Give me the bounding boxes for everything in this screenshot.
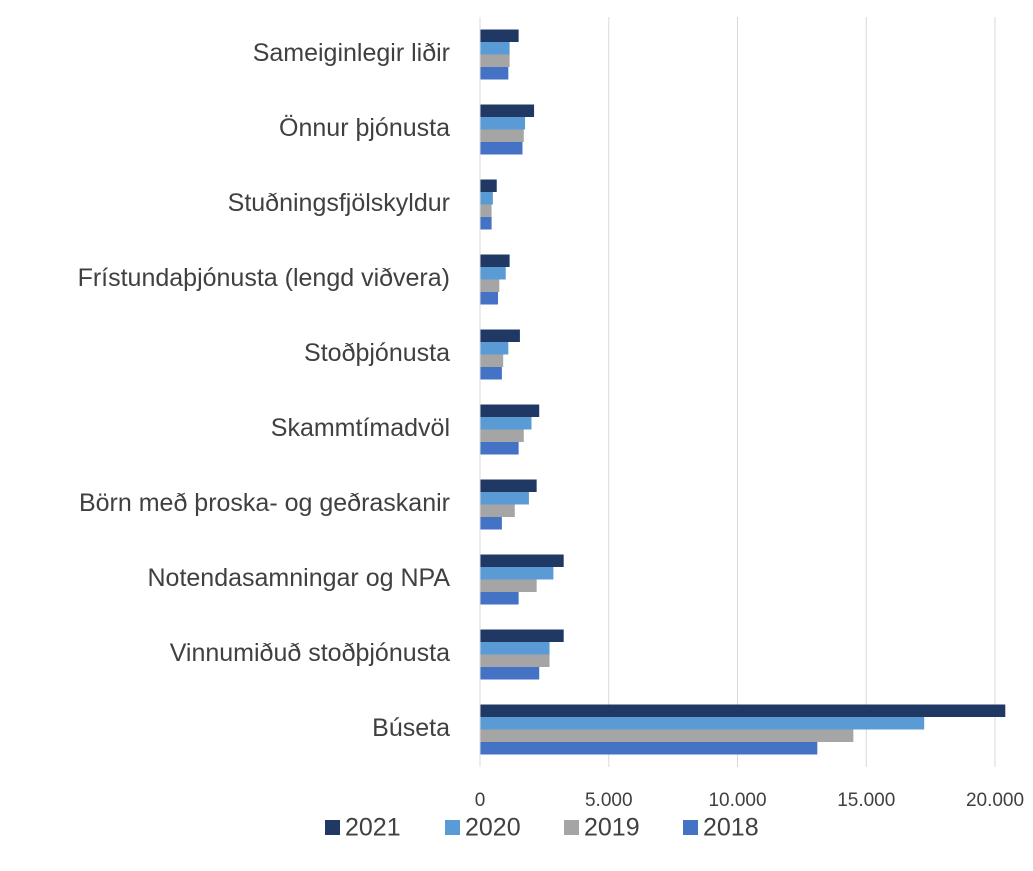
legend-swatch <box>564 820 579 835</box>
bar <box>480 704 1006 717</box>
bar <box>480 29 519 42</box>
bar <box>480 342 509 355</box>
bar <box>480 642 550 655</box>
y-tick-label: Sameiginlegir liðir <box>253 39 450 67</box>
bar <box>480 67 509 80</box>
bar <box>480 117 526 130</box>
bar <box>480 54 510 67</box>
bar <box>480 417 532 430</box>
bar <box>480 579 537 592</box>
bar <box>480 217 492 230</box>
y-tick-label: Búseta <box>372 714 450 742</box>
bar <box>480 179 497 192</box>
y-tick-label: Börn með þroska- og geðraskanir <box>79 489 450 517</box>
x-tick-label: 20.000 <box>966 790 1024 811</box>
bar <box>480 267 506 280</box>
bar <box>480 742 818 755</box>
bar <box>480 104 535 117</box>
x-tick-label: 15.000 <box>837 790 895 811</box>
bar <box>480 442 519 455</box>
bar <box>480 567 554 580</box>
y-tick-label: Stoðþjónusta <box>304 339 450 367</box>
bar <box>480 42 510 55</box>
y-tick-label: Notendasamningar og NPA <box>148 564 451 592</box>
bar <box>480 292 499 305</box>
bar <box>480 504 515 517</box>
bar <box>480 329 520 342</box>
bar <box>480 729 854 742</box>
bar <box>480 629 564 642</box>
bar <box>480 142 523 155</box>
y-tick-label: Stuðningsfjölskyldur <box>228 189 450 217</box>
bar <box>480 354 504 367</box>
bar <box>480 404 540 417</box>
legend-swatch <box>325 820 340 835</box>
bar <box>480 592 519 605</box>
bar <box>480 654 550 667</box>
bar <box>480 254 510 267</box>
legend-label: 2020 <box>465 814 521 842</box>
legend-label: 2018 <box>703 814 759 842</box>
x-tick-label: 5.000 <box>585 790 633 811</box>
bar <box>480 492 529 505</box>
bar <box>480 667 540 680</box>
y-tick-label: Skammtímadvöl <box>271 414 450 442</box>
bar <box>480 517 502 530</box>
bar <box>480 554 564 567</box>
legend-label: 2019 <box>584 814 640 842</box>
y-tick-label: Frístundaþjónusta (lengd viðvera) <box>78 264 450 292</box>
legend-swatch <box>683 820 698 835</box>
y-tick-label: Önnur þjónusta <box>279 114 450 142</box>
bar <box>480 367 502 380</box>
bar <box>480 129 524 142</box>
legend-label: 2021 <box>345 814 401 842</box>
x-tick-label: 10.000 <box>708 790 766 811</box>
bar <box>480 479 537 492</box>
bar <box>480 204 492 217</box>
x-tick-label: 0 <box>475 790 486 811</box>
bar <box>480 279 500 292</box>
bar <box>480 192 493 205</box>
bar <box>480 429 524 442</box>
bar <box>480 717 925 730</box>
legend-swatch <box>445 820 460 835</box>
y-tick-label: Vinnumiðuð stoðþjónusta <box>170 639 450 667</box>
